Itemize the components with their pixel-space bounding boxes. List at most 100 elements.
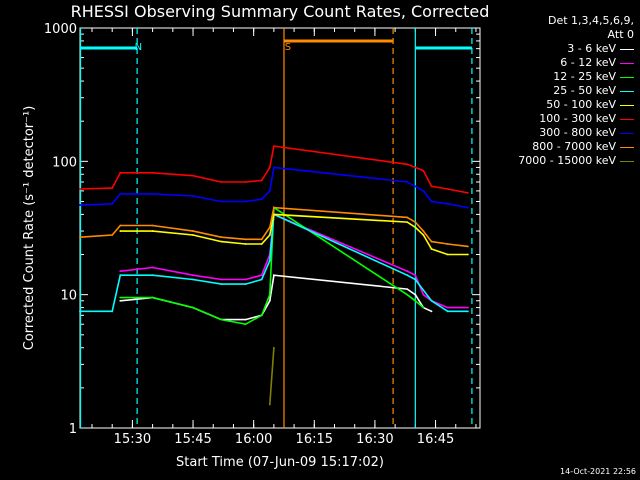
- data-point: [414, 166, 417, 169]
- data-point: [268, 259, 271, 262]
- data-point: [268, 226, 271, 229]
- data-point: [422, 230, 425, 232]
- data-point: [406, 274, 409, 277]
- data-point: [422, 190, 425, 192]
- data-point: [119, 230, 122, 232]
- series-line-8: [269, 347, 275, 405]
- x-tick-label: 16:30: [356, 432, 393, 447]
- data-point: [414, 221, 417, 224]
- data-point: [268, 403, 271, 406]
- data-point: [192, 234, 194, 236]
- data-point: [244, 323, 247, 326]
- data-point: [414, 278, 417, 281]
- x-tick-label: 16:00: [235, 432, 272, 447]
- data-point: [272, 346, 275, 349]
- data-point: [466, 245, 469, 248]
- y-axis-label: Corrected Count Rate (s⁻¹ detector⁻¹): [22, 106, 37, 351]
- legend-label: 50 - 100 keV: [546, 98, 616, 111]
- series-line-6: [79, 166, 469, 209]
- x-axis-label: Start Time (07-Jun-09 15:17:02): [176, 455, 384, 470]
- data-point: [268, 299, 271, 302]
- data-point: [406, 163, 409, 166]
- data-point: [406, 216, 409, 219]
- data-point: [406, 288, 409, 291]
- data-point: [414, 293, 417, 296]
- legend-entry: 3 - 6 keV: [474, 42, 634, 56]
- series-line-0: [120, 274, 432, 321]
- legend-entry: 7000 - 15000 keV: [474, 154, 634, 168]
- data-point: [78, 188, 81, 190]
- data-point: [192, 230, 194, 232]
- legend-label: 7000 - 15000 keV: [518, 154, 616, 167]
- legend-swatch: [620, 118, 634, 120]
- data-point: [244, 283, 247, 286]
- legend-label: 6 - 12 keV: [560, 56, 616, 69]
- legend-swatch: [620, 76, 634, 78]
- data-point: [430, 200, 433, 203]
- data-point: [446, 202, 449, 205]
- data-point: [151, 192, 154, 195]
- x-tick-label: 15:30: [114, 432, 151, 447]
- data-point: [244, 181, 247, 183]
- data-point: [446, 188, 449, 190]
- data-point: [268, 293, 271, 296]
- x-tick-label: 16:45: [417, 432, 454, 447]
- data-point: [446, 253, 449, 256]
- data-point: [406, 181, 409, 183]
- legend-label: 300 - 800 keV: [539, 126, 616, 139]
- y-tick-label: 1000: [44, 22, 77, 37]
- data-point: [220, 240, 223, 243]
- data-point: [422, 169, 425, 172]
- legend-label: 100 - 300 keV: [539, 112, 616, 125]
- legend-swatch: [620, 146, 634, 148]
- data-point: [446, 310, 449, 313]
- legend-entry: 50 - 100 keV: [474, 98, 634, 112]
- data-point: [446, 306, 449, 309]
- data-point: [119, 171, 122, 174]
- data-point: [430, 248, 433, 250]
- data-point: [430, 240, 433, 243]
- data-point: [220, 236, 223, 239]
- data-point: [78, 204, 81, 206]
- legend-header: Det 1,3,4,5,6,9, Att 0: [474, 14, 634, 42]
- data-point: [111, 202, 114, 205]
- data-point: [78, 310, 81, 313]
- legend-label: 25 - 50 keV: [553, 84, 616, 97]
- data-point: [466, 310, 469, 313]
- legend-label: 800 - 7000 keV: [532, 140, 616, 153]
- legend-detectors: Det 1,3,4,5,6,9,: [547, 14, 634, 27]
- data-point: [260, 274, 263, 277]
- chart-title: RHESSI Observing Summary Count Rates, Co…: [71, 2, 490, 21]
- legend-entry: 800 - 7000 keV: [474, 140, 634, 154]
- data-point: [422, 234, 425, 236]
- data-point: [268, 234, 271, 236]
- data-point: [260, 179, 263, 182]
- data-point: [220, 200, 223, 203]
- data-point: [151, 230, 154, 232]
- data-point: [268, 166, 271, 169]
- legend-swatch: [620, 48, 634, 50]
- data-point: [466, 253, 469, 256]
- y-tick-label: 100: [52, 155, 77, 170]
- data-point: [119, 224, 122, 227]
- data-point: [422, 306, 425, 309]
- data-point: [119, 296, 122, 299]
- data-point: [192, 174, 194, 177]
- data-point: [466, 306, 469, 309]
- data-point: [244, 238, 247, 241]
- legend-entry: 6 - 12 keV: [474, 56, 634, 70]
- data-point: [406, 270, 409, 273]
- data-point: [272, 206, 275, 209]
- legend: Det 1,3,4,5,6,9, Att 0 3 - 6 keV 6 - 12 k…: [474, 14, 634, 168]
- data-point: [111, 310, 114, 313]
- legend-label: 3 - 6 keV: [567, 42, 616, 55]
- series-line-4: [120, 213, 468, 256]
- data-point: [430, 299, 433, 302]
- series-line-7: [79, 206, 468, 248]
- data-point: [220, 318, 223, 321]
- data-point: [119, 270, 122, 273]
- data-point: [414, 274, 417, 277]
- data-point: [192, 195, 194, 197]
- data-point: [422, 293, 425, 296]
- data-point: [119, 274, 122, 277]
